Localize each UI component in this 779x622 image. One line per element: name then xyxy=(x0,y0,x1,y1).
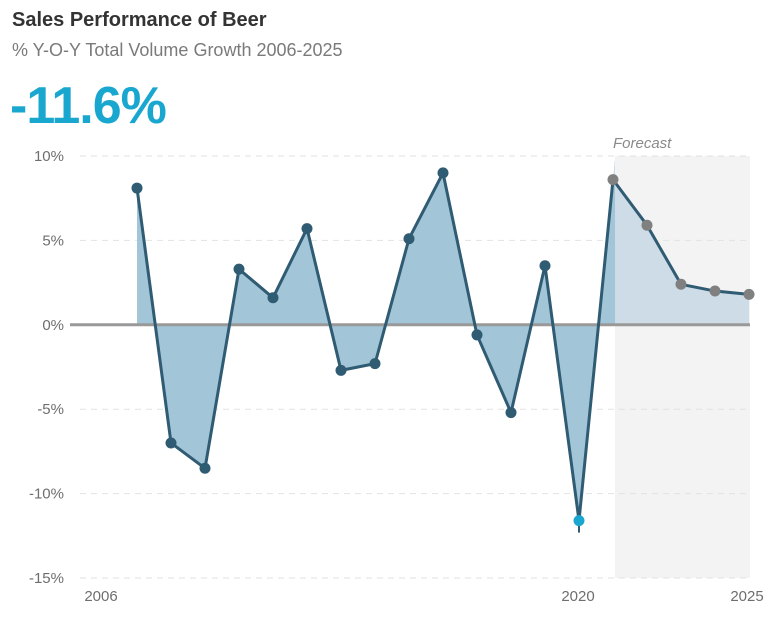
highlight-point xyxy=(573,515,585,527)
forecast-point xyxy=(675,278,687,290)
forecast-area xyxy=(613,159,749,325)
forecast-label: Forecast xyxy=(613,135,672,152)
forecast-point xyxy=(709,285,721,297)
data-point xyxy=(335,364,347,376)
y-tick-label: 5% xyxy=(42,232,64,249)
historical-area xyxy=(137,159,615,521)
data-point xyxy=(539,260,551,272)
data-point xyxy=(267,292,279,304)
x-tick-label: 2006 xyxy=(84,588,117,605)
chart-title: Sales Performance of Beer xyxy=(12,9,267,31)
data-point xyxy=(165,437,177,449)
data-point xyxy=(131,182,143,194)
y-tick-label: 0% xyxy=(42,317,64,334)
data-point xyxy=(403,233,415,245)
y-tick-label: -5% xyxy=(37,401,64,418)
data-point xyxy=(301,223,313,235)
data-point xyxy=(369,358,381,370)
data-point xyxy=(437,167,449,179)
y-tick-label: 10% xyxy=(34,148,64,165)
forecast-point xyxy=(607,174,619,186)
chart-subtitle: % Y-O-Y Total Volume Growth 2006-2025 xyxy=(12,40,343,60)
x-tick-label: 2020 xyxy=(561,588,594,605)
data-point xyxy=(199,462,211,474)
y-tick-label: -15% xyxy=(29,570,64,587)
data-point xyxy=(233,263,245,275)
forecast-point xyxy=(641,219,653,231)
forecast-point xyxy=(743,288,755,300)
highlight-value: -11.6% xyxy=(10,77,167,135)
data-point xyxy=(505,407,517,419)
x-tick-label: 2025 xyxy=(730,588,763,605)
y-tick-label: -10% xyxy=(29,486,64,503)
data-point xyxy=(471,329,483,341)
